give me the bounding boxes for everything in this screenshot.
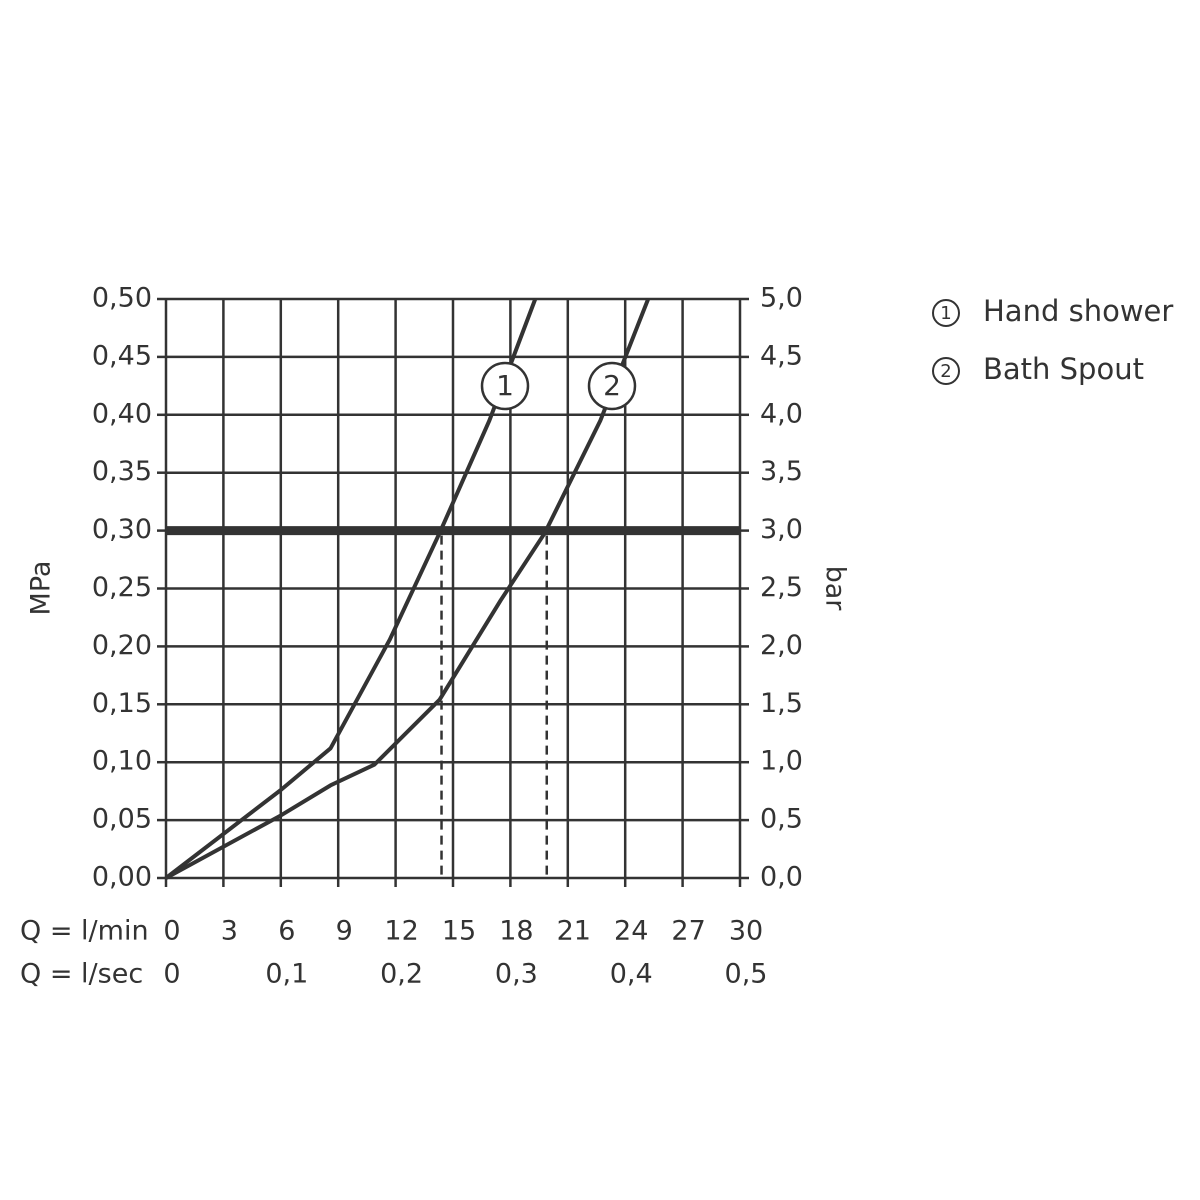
line (165, 298, 651, 880)
line-label: 1 (496, 369, 514, 402)
x2-tick-label: 0,5 (725, 959, 768, 990)
y-tick-label: 0,40 (92, 398, 152, 429)
y2-tick-label: 0,5 (760, 804, 803, 835)
x-tick-label: 18 (499, 916, 533, 947)
y2-tick-label: 1,0 (760, 746, 803, 777)
x2-tick-label: 0,3 (495, 959, 538, 990)
legend-marker-label: 2 (940, 361, 951, 382)
x-tick-label: 12 (384, 916, 418, 947)
x2-tick-label: 0,2 (380, 959, 423, 990)
y2-tick-label: 2,0 (760, 630, 803, 661)
x-tick-label: 27 (671, 916, 705, 947)
y2-tick-label: 4,0 (760, 398, 803, 429)
y2-tick-label: 5,0 (760, 283, 803, 314)
y2-axis-label: bar (820, 566, 851, 612)
legend-marker-label: 1 (940, 303, 951, 324)
legend-label: Hand shower (983, 294, 1173, 328)
y-tick-label: 0,10 (92, 746, 152, 777)
line-label: 2 (603, 369, 621, 402)
y-tick-label: 0,05 (92, 804, 152, 835)
y2-tick-label: 3,0 (760, 514, 803, 545)
y-tick-label: 0,45 (92, 340, 152, 371)
x-tick-label: 6 (278, 916, 295, 947)
x-axis-label: Q = l/min (20, 916, 149, 947)
legend-label: Bath Spout (983, 352, 1144, 386)
x-tick-label: 30 (729, 916, 763, 947)
x-tick-label: 24 (614, 916, 648, 947)
y-tick-label: 0,20 (92, 630, 152, 661)
y-axis-label: MPa (26, 561, 57, 616)
y-tick-label: 0,50 (92, 283, 152, 314)
x-tick-label: 3 (221, 916, 238, 947)
legend-marker (932, 357, 960, 385)
line-label-circle (587, 361, 637, 411)
x-tick-label: 15 (442, 916, 476, 947)
x-tick-label: 0 (163, 916, 180, 947)
x2-tick-label: 0,4 (610, 959, 653, 990)
x2-tick-label: 0 (163, 959, 180, 990)
x2-tick-label: 0,1 (265, 959, 308, 990)
y2-tick-label: 2,5 (760, 572, 803, 603)
y-tick-label: 0,00 (92, 862, 152, 893)
x2-axis-label: Q = l/sec (20, 959, 143, 990)
x-tick-label: 21 (557, 916, 591, 947)
y2-tick-label: 4,5 (760, 340, 803, 371)
line-label-circle (480, 361, 530, 411)
y-tick-label: 0,30 (92, 514, 152, 545)
y-tick-label: 0,35 (92, 456, 152, 487)
legend-marker (932, 299, 960, 327)
y2-tick-label: 1,5 (760, 688, 803, 719)
y-tick-label: 0,25 (92, 572, 152, 603)
y-tick-label: 0,15 (92, 688, 152, 719)
y2-tick-label: 3,5 (760, 456, 803, 487)
x-tick-label: 9 (336, 916, 353, 947)
y2-tick-label: 0,0 (760, 862, 803, 893)
line (164, 298, 538, 880)
